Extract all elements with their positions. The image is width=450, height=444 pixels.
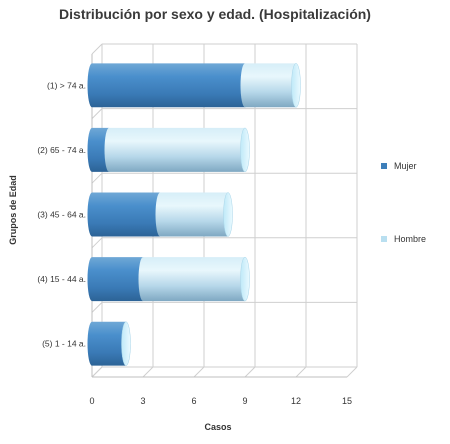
category-label: (2) 65 - 74 a. bbox=[37, 145, 86, 155]
legend-label: Mujer bbox=[394, 161, 417, 171]
bar-hombre bbox=[104, 127, 250, 172]
wall-grid-line bbox=[91, 302, 103, 313]
floor-grid-line bbox=[193, 366, 205, 378]
bar-segment bbox=[87, 192, 165, 237]
wall-grid-line bbox=[91, 43, 103, 55]
bar-segment bbox=[87, 257, 148, 302]
legend-item-mujer[interactable]: Mujer bbox=[381, 161, 417, 171]
bar-mujer bbox=[87, 321, 131, 366]
floor-grid-line bbox=[346, 366, 358, 378]
category-label: (1) > 74 a. bbox=[47, 80, 86, 90]
bar-end-cap bbox=[291, 63, 301, 108]
x-tick-label: 3 bbox=[140, 396, 145, 406]
bar-mujer bbox=[87, 63, 250, 108]
floor-grid-line bbox=[142, 366, 154, 378]
wall-grid-line bbox=[91, 172, 103, 184]
bar-segment bbox=[138, 257, 250, 302]
category-labels: (1) > 74 a. (2) 65 - 74 a. (3) 45 - 64 a. (… bbox=[37, 80, 86, 348]
wall-grid-line bbox=[91, 366, 103, 378]
x-axis-title: Casos bbox=[204, 422, 231, 432]
bar-segment bbox=[87, 63, 250, 108]
legend-label: Hombre bbox=[394, 234, 426, 244]
bar-end-cap bbox=[121, 321, 131, 366]
x-tick-label: 0 bbox=[89, 396, 94, 406]
bar-end-cap bbox=[240, 256, 250, 302]
bar-segment bbox=[240, 63, 301, 108]
y-axis-title: Grupos de Edad bbox=[8, 175, 18, 245]
bars-layer bbox=[87, 63, 301, 366]
floor-grid-line bbox=[295, 366, 307, 378]
legend-item-hombre[interactable]: Hombre bbox=[381, 234, 426, 244]
bar-end-cap bbox=[223, 192, 233, 237]
x-tick-label: 12 bbox=[291, 396, 301, 406]
x-tick-label: 6 bbox=[191, 396, 196, 406]
bar-mujer bbox=[87, 192, 165, 237]
bar-hombre bbox=[240, 63, 301, 108]
floor-grid-line bbox=[244, 366, 256, 378]
bar-mujer bbox=[87, 257, 148, 302]
category-label: (4) 15 - 44 a. bbox=[37, 274, 86, 284]
chart-title: Distribución por sexo y edad. (Hospitali… bbox=[59, 6, 371, 22]
bar-segment bbox=[155, 192, 233, 237]
x-tick-label: 9 bbox=[242, 396, 247, 406]
legend-swatch bbox=[381, 236, 387, 242]
wall-grid-line bbox=[91, 108, 103, 119]
category-label: (5) 1 - 14 a. bbox=[42, 339, 86, 349]
bar-end-cap bbox=[240, 127, 250, 173]
bar-segment bbox=[104, 127, 250, 172]
ticks-layer: 0 3 6 9 12 15 bbox=[89, 396, 352, 406]
bar-segment bbox=[87, 321, 131, 366]
x-tick-label: 15 bbox=[342, 396, 352, 406]
bar-hombre bbox=[138, 257, 250, 302]
bar-hombre bbox=[155, 192, 233, 237]
category-label: (3) 45 - 64 a. bbox=[37, 210, 86, 220]
legend: Mujer Hombre bbox=[381, 161, 426, 244]
legend-swatch bbox=[381, 163, 387, 169]
wall-grid-line bbox=[91, 237, 103, 249]
